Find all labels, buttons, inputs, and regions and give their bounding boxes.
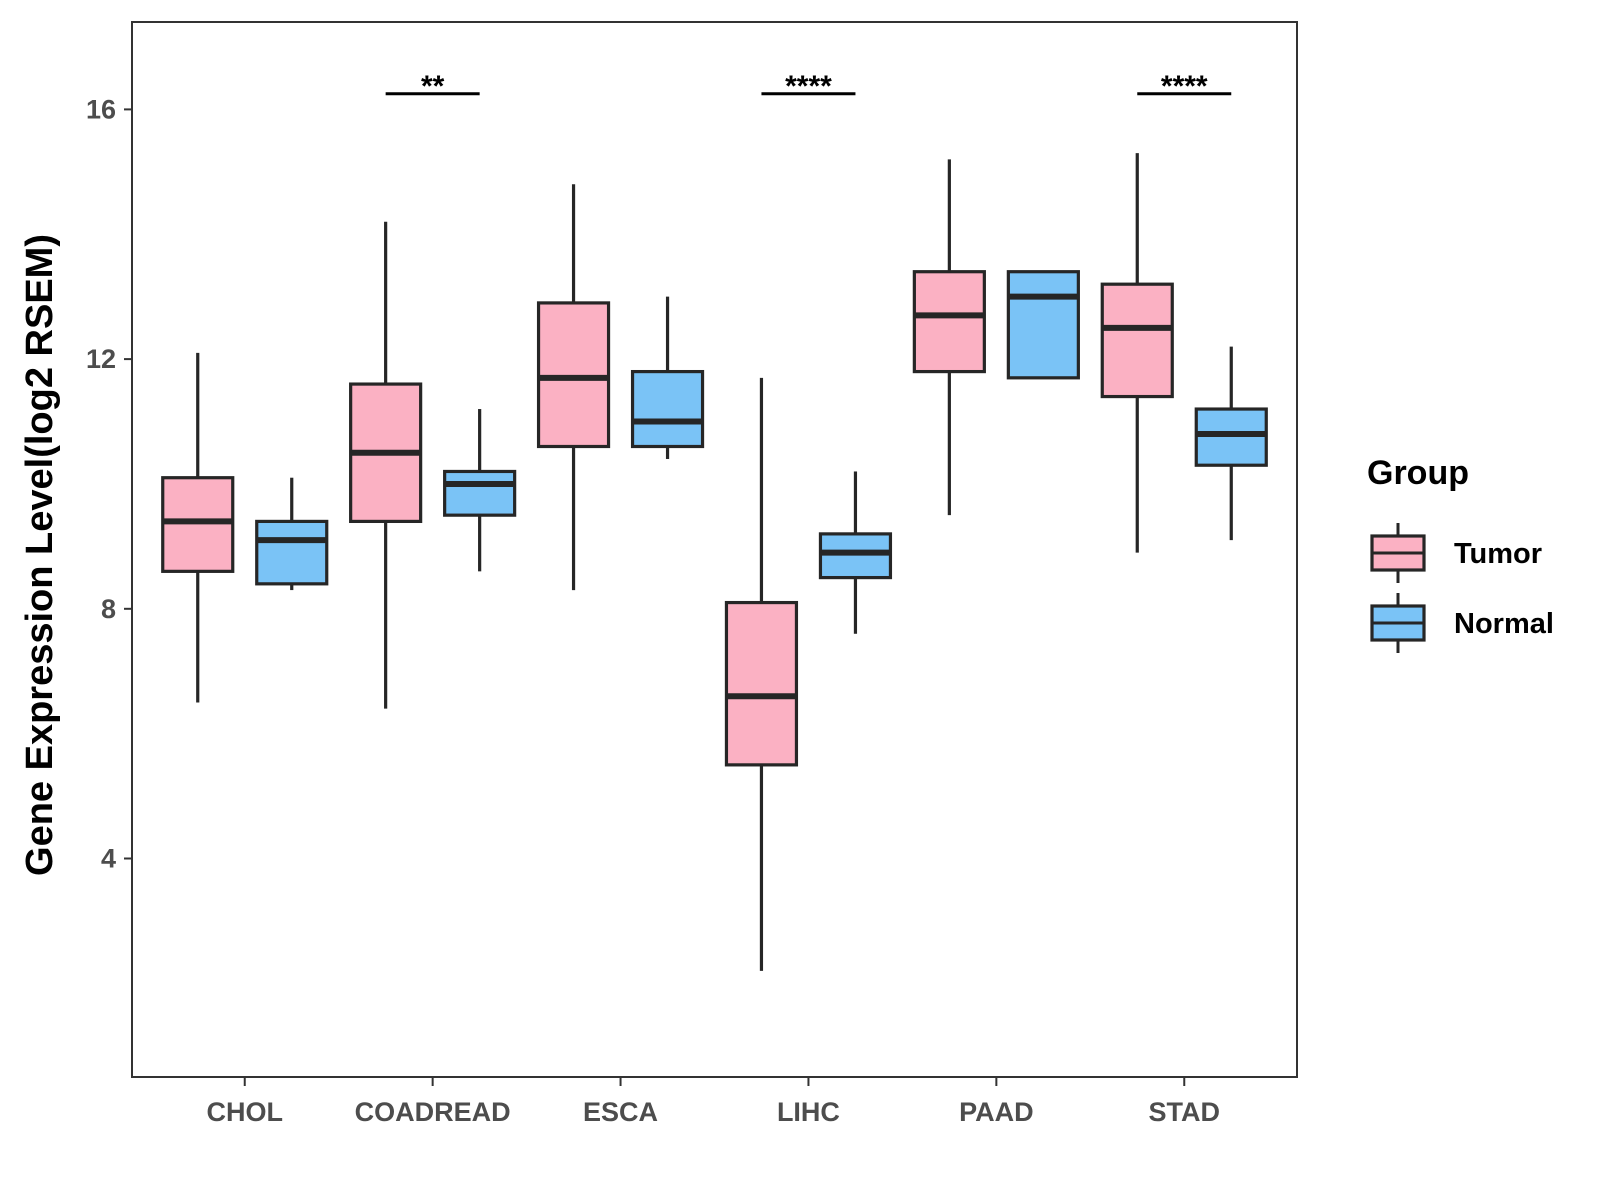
legend-title: Group (1367, 454, 1469, 492)
significance-label: **** (785, 70, 832, 103)
legend-entry-normal: Normal (1370, 593, 1554, 653)
box-body (443, 469, 517, 517)
box-tumor-stad (1100, 153, 1174, 553)
significance-label: ** (421, 70, 445, 103)
box-body (161, 476, 235, 573)
significance-label: **** (1161, 70, 1208, 103)
box-body (255, 519, 329, 586)
box-tumor-lihc (724, 377, 799, 971)
y-tick-label: 4 (101, 844, 116, 874)
legend-label: Tumor (1454, 538, 1542, 570)
x-tick-label: ESCA (583, 1097, 658, 1127)
x-tick-label: COADREAD (355, 1097, 511, 1127)
box-body (724, 600, 799, 767)
box-body (630, 369, 705, 449)
box-normal-stad (1194, 346, 1268, 541)
box-body (912, 270, 986, 374)
box-body (1194, 407, 1268, 467)
box-layer (161, 153, 1268, 971)
x-tick-label: LIHC (777, 1097, 840, 1127)
box-tumor-paad (912, 159, 986, 516)
y-tick-label: 16 (86, 94, 116, 124)
legend: Group Tumor Normal (1367, 454, 1554, 653)
legend-label: Normal (1454, 608, 1554, 640)
x-tick-label: STAD (1149, 1097, 1221, 1127)
axis-layer: 4 8 12 16 CHOL COADREAD ESCA LIHC PAAD STAD (86, 94, 1220, 1127)
box-normal-chol (255, 477, 329, 591)
y-tick-label: 8 (101, 594, 116, 624)
x-tick-label: CHOL (206, 1097, 283, 1127)
box-body (818, 532, 893, 580)
box-normal-coadread (443, 409, 517, 572)
box-tumor-esca (536, 184, 611, 591)
box-body (1006, 270, 1080, 380)
box-tumor-coadread (349, 221, 423, 709)
y-axis-title: Gene Expression Level(log2 RSEM) (19, 234, 61, 876)
box-tumor-chol (161, 352, 235, 703)
box-normal-paad (1006, 270, 1080, 380)
y-tick-label: 12 (86, 344, 116, 374)
box-body (1100, 282, 1174, 399)
legend-entry-tumor: Tumor (1370, 523, 1542, 583)
x-tick-label: PAAD (959, 1097, 1034, 1127)
box-normal-esca (630, 296, 705, 459)
box-body (536, 301, 611, 449)
box-normal-lihc (818, 471, 893, 634)
annotation-layer: ** **** **** (385, 70, 1232, 103)
